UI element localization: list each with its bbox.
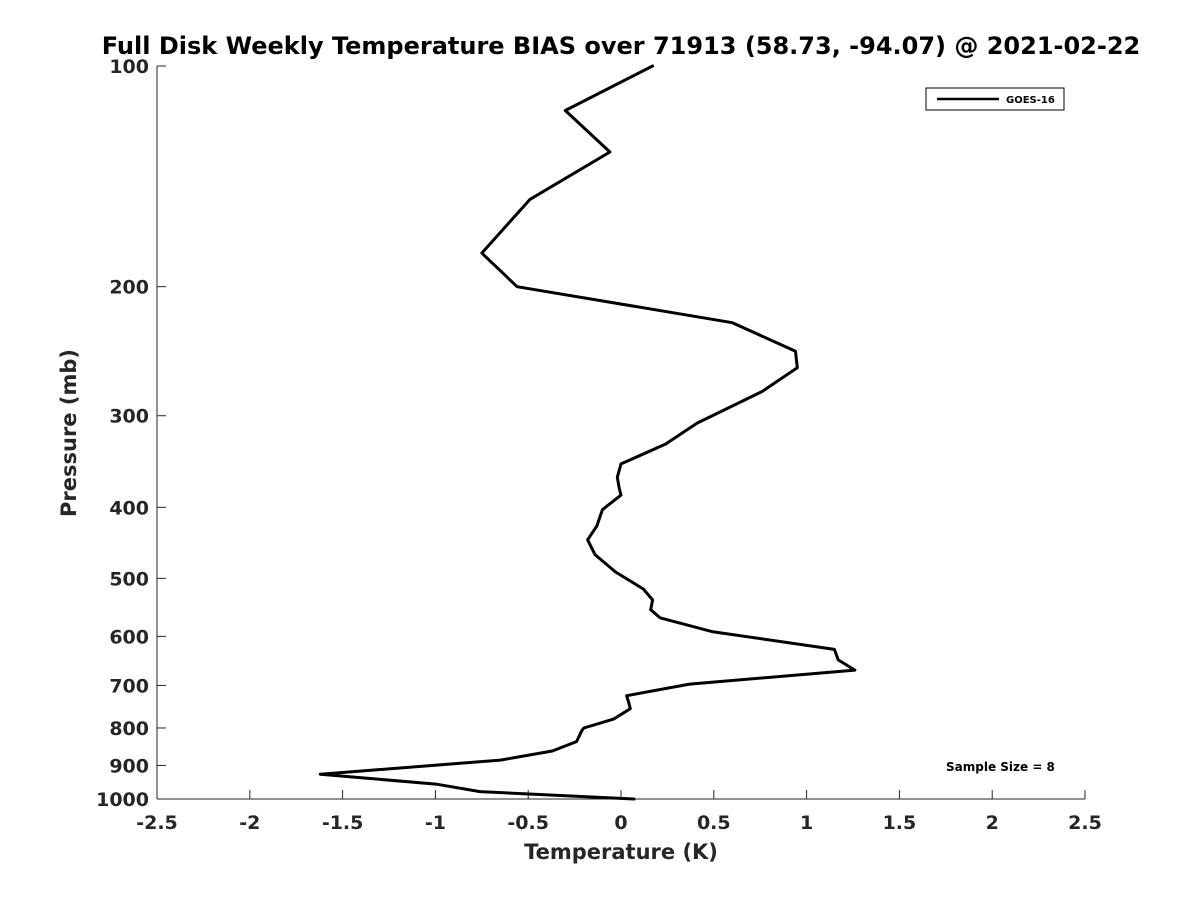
x-tick-label: -1 <box>425 812 446 834</box>
x-tick-label: 0.5 <box>697 812 731 834</box>
chart-title: Full Disk Weekly Temperature BIAS over 7… <box>102 32 1141 60</box>
y-tick-label: 600 <box>109 626 149 648</box>
x-tick-label: -0.5 <box>507 812 549 834</box>
x-axis-label: Temperature (K) <box>524 840 718 864</box>
sample-size-annotation: Sample Size = 8 <box>946 760 1055 774</box>
y-tick-label: 500 <box>109 568 149 590</box>
x-tick-label: 1.5 <box>883 812 917 834</box>
series-line-goes-16 <box>318 64 857 801</box>
y-tick-label: 400 <box>109 497 149 519</box>
x-axis-ticks: -2.5 -2 -1.5 -1 -0.5 0 0.5 1 1.5 2 2.5 <box>136 790 1102 834</box>
y-tick-label: 900 <box>109 755 149 777</box>
y-tick-label: 1000 <box>96 789 149 811</box>
x-tick-label: 2.5 <box>1068 812 1102 834</box>
x-tick-label: 2 <box>986 812 999 834</box>
y-axis-ticks: 100 200 300 400 500 600 700 800 900 1000 <box>96 56 166 811</box>
y-tick-label: 200 <box>109 277 149 299</box>
x-tick-label: 1 <box>800 812 813 834</box>
y-tick-label: 800 <box>109 718 149 740</box>
x-tick-label: -2.5 <box>136 812 178 834</box>
y-axis-label: Pressure (mb) <box>57 349 81 517</box>
y-tick-label: 300 <box>109 406 149 428</box>
y-tick-label: 100 <box>109 56 149 78</box>
legend: GOES-16 <box>925 87 1065 111</box>
x-tick-label: -1.5 <box>322 812 364 834</box>
x-tick-label: 0 <box>614 812 627 834</box>
legend-label-goes-16: GOES-16 <box>1006 95 1055 106</box>
series-layer <box>318 64 857 801</box>
y-tick-label: 700 <box>109 675 149 697</box>
x-tick-label: -2 <box>239 812 260 834</box>
